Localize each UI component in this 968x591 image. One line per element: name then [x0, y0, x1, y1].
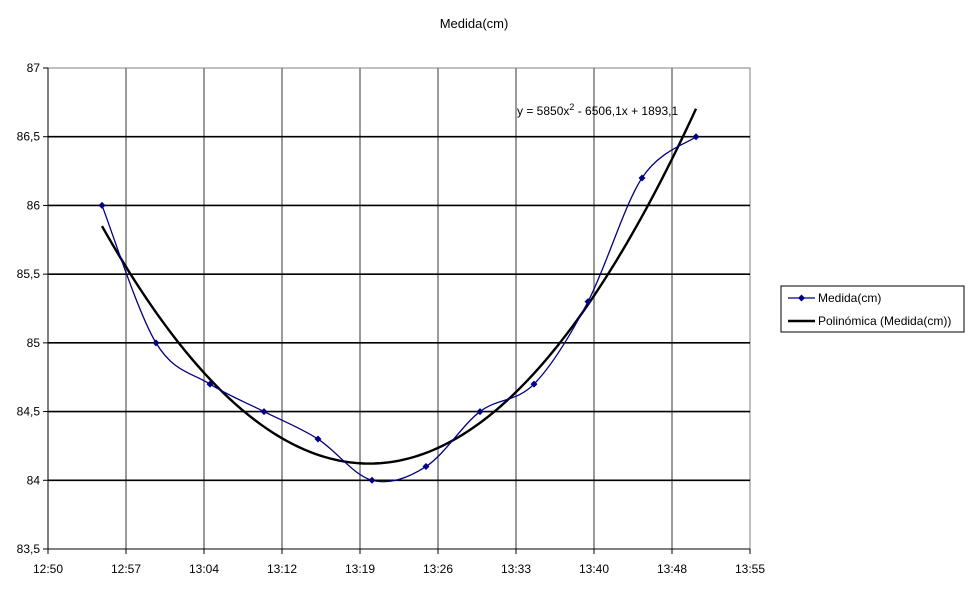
x-tick-label: 13:33 [501, 562, 531, 576]
plot-area [47, 67, 751, 550]
data-point [584, 298, 592, 306]
data-point [152, 339, 160, 347]
data-point [476, 408, 484, 416]
data-point [422, 463, 430, 471]
chart-title: Medida(cm) [440, 16, 509, 31]
x-tick-label: 13:19 [345, 562, 375, 576]
data-point [368, 476, 376, 484]
y-tick-label: 85 [27, 336, 41, 350]
horizontal-gridlines [48, 135, 750, 482]
x-tick-label: 12:50 [33, 562, 63, 576]
legend: Medida(cm) Polinómica (Medida(cm)) [780, 285, 965, 333]
data-point [98, 201, 106, 209]
trendline-equation: y = 5850x2 - 6506,1x + 1893,1 [517, 102, 678, 118]
trendline-path [100, 108, 698, 465]
data-point [530, 380, 538, 388]
y-tick-label: 84 [27, 473, 41, 487]
data-point [692, 133, 700, 141]
legend-box [780, 285, 965, 333]
axes [43, 67, 751, 554]
x-tick-label: 13:55 [735, 562, 765, 576]
x-tick-label: 13:12 [267, 562, 297, 576]
data-point [260, 408, 268, 416]
y-tick-label: 86 [27, 198, 41, 212]
y-tick-label: 87 [27, 61, 41, 75]
data-point [206, 380, 214, 388]
x-tick-label: 13:04 [189, 562, 219, 576]
legend-series-marker [798, 294, 805, 302]
legend-series-label: Medida(cm) [818, 291, 881, 305]
y-tick-label: 86,5 [17, 130, 41, 144]
x-tick-label: 13:48 [657, 562, 687, 576]
vertical-gridlines [125, 68, 673, 549]
y-tick-label: 85,5 [17, 267, 41, 281]
x-tick-label: 13:26 [423, 562, 453, 576]
y-tick-label: 84,5 [17, 405, 41, 419]
legend-trendline-label: Polinómica (Medida(cm)) [818, 314, 951, 328]
data-point [314, 435, 322, 443]
y-axis-tick-labels: 83,5 84 84,5 85 85,5 86 86,5 87 [17, 61, 41, 556]
y-tick-label: 83,5 [17, 542, 41, 556]
x-tick-label: 12:57 [111, 562, 141, 576]
x-tick-label: 13:40 [579, 562, 609, 576]
trendline-layer [100, 108, 698, 465]
series-line [101, 136, 697, 483]
data-point [638, 174, 646, 182]
series-layer [98, 133, 700, 484]
x-axis-tick-labels: 12:50 12:57 13:04 13:12 13:19 13:26 13:33 13:40… [33, 562, 765, 576]
